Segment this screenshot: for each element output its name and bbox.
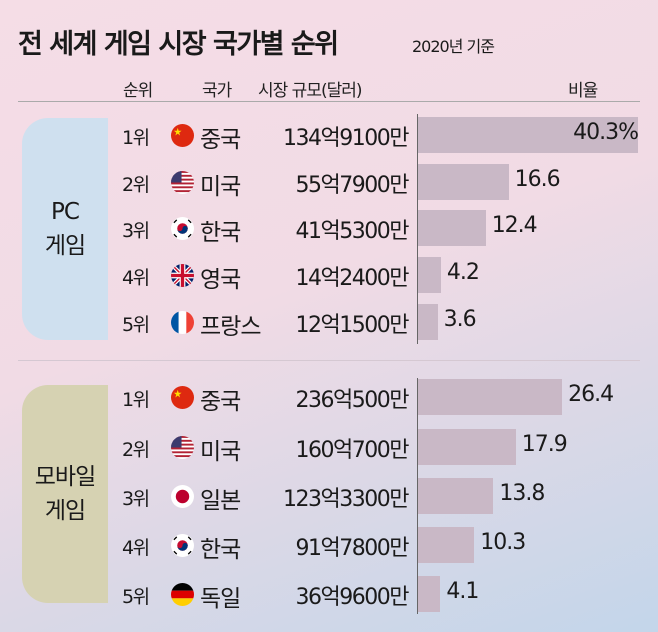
header-size: 시장 규모(달러): [258, 81, 363, 101]
bar: [418, 210, 486, 246]
group-divider: [18, 360, 640, 361]
country-label: 영국: [200, 267, 241, 293]
header-country: 국가: [202, 81, 232, 101]
country-label: 중국: [200, 389, 241, 415]
value-label: 10.3: [480, 530, 526, 555]
market-size-label: 134억9100만: [283, 126, 409, 151]
country-label: 한국: [200, 537, 241, 563]
group-label-line: 게임: [44, 233, 86, 259]
bar-row: 3위 한국 41억5300만 12.4: [0, 208, 658, 248]
rank-label: 1위: [122, 127, 150, 149]
market-size-label: 236억500만: [295, 388, 410, 413]
value-label: 3.6: [443, 307, 477, 332]
bar: [418, 164, 509, 200]
group-label-pc: PC 게임: [22, 118, 108, 340]
value-label: 16.6: [514, 167, 561, 192]
value-label: 4.1: [446, 579, 479, 604]
uk-flag-icon: [171, 264, 194, 287]
bar: [418, 379, 563, 415]
country-label: 일본: [200, 488, 241, 514]
value-label: 13.8: [499, 481, 545, 506]
country-label: 중국: [200, 127, 241, 153]
rank-label: 3위: [122, 488, 150, 510]
bar-row: 2위 미국 160억700만 17.9: [0, 427, 658, 467]
bar-row: 5위 독일 36억9600만 4.1: [0, 574, 658, 614]
bar: [418, 429, 516, 465]
bar: [418, 527, 475, 563]
rank-label: 4위: [122, 537, 150, 559]
country-label: 미국: [200, 439, 241, 465]
france-flag-icon: [171, 311, 194, 334]
rank-label: 4위: [122, 267, 150, 289]
bar-row: 4위 한국 91억7800만 10.3: [0, 525, 658, 565]
bar-row: 5위 프랑스 12억1500만 3.6: [0, 302, 658, 342]
rank-label: 2위: [122, 439, 150, 461]
rank-label: 2위: [122, 174, 150, 196]
usa-flag-icon: [171, 436, 194, 459]
value-label: 4.2: [446, 260, 480, 285]
bar-row: 1위 중국 236억500만 26.4: [0, 377, 658, 417]
china-flag-icon: [171, 124, 194, 147]
germany-flag-icon: [171, 583, 194, 606]
group-label-line: 모바일: [34, 463, 96, 490]
header-ratio: 비율: [568, 81, 598, 101]
country-label: 한국: [200, 220, 241, 246]
bar: [418, 576, 441, 612]
axis-line: [417, 378, 418, 614]
value-label: 40.3%: [573, 120, 639, 145]
korea-flag-icon: [171, 534, 194, 557]
header-rank: 순위: [123, 81, 153, 101]
header-divider: [18, 101, 640, 102]
axis-line: [417, 114, 418, 344]
value-label: 17.9: [521, 432, 568, 457]
market-size-label: 41억5300만: [295, 219, 410, 244]
country-label: 프랑스: [200, 314, 261, 340]
market-size-label: 12억1500만: [295, 313, 410, 338]
country-label: 독일: [200, 586, 241, 612]
bar: [418, 304, 438, 340]
rank-label: 3위: [122, 220, 150, 242]
market-size-label: 123억3300만: [283, 487, 409, 512]
market-size-label: 91억7800만: [295, 536, 410, 561]
value-label: 26.4: [568, 382, 614, 407]
bar: [418, 478, 494, 514]
korea-flag-icon: [171, 217, 194, 240]
usa-flag-icon: [171, 171, 194, 194]
chart-title: 전 세계 게임 시장 국가별 순위: [18, 29, 339, 60]
value-label: 12.4: [491, 213, 538, 238]
country-label: 미국: [200, 174, 241, 200]
bar-row: 2위 미국 55억7900만 16.6: [0, 162, 658, 202]
bar-row: 1위 중국 134억9100만 40.3%: [0, 115, 658, 155]
market-size-label: 14억2400만: [295, 266, 410, 291]
bar: [418, 117, 638, 153]
market-size-label: 160억700만: [295, 438, 410, 463]
china-flag-icon: [171, 386, 194, 409]
chart-subtitle: 2020년 기준: [412, 37, 495, 56]
japan-flag-icon: [171, 485, 194, 508]
rank-label: 1위: [122, 389, 150, 411]
bar: [418, 257, 441, 293]
group-label-line: 게임: [44, 498, 86, 524]
market-size-label: 55억7900만: [295, 173, 410, 198]
rank-label: 5위: [122, 314, 150, 336]
market-size-label: 36억9600만: [295, 585, 410, 610]
rank-label: 5위: [122, 586, 150, 608]
bar-row: 4위 영국 14억2400만 4.2: [0, 255, 658, 295]
bar-row: 3위 일본 123억3300만 13.8: [0, 476, 658, 516]
group-label-line: PC: [51, 198, 80, 225]
